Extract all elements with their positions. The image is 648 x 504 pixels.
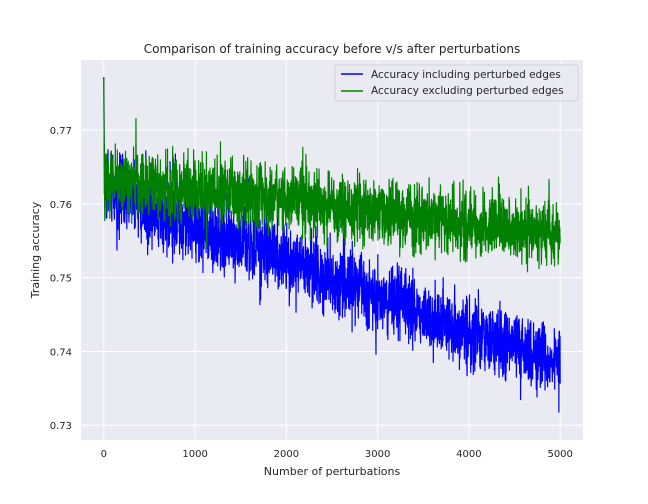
y-tick-label: 0.74 xyxy=(50,347,72,358)
legend-box xyxy=(334,64,579,102)
legend-label-series-2: Accuracy excluding perturbed edges xyxy=(371,85,564,97)
tick-labels: 0 1000 2000 3000 4000 5000 0.73 0.74 0.75 0.76 0.7… xyxy=(50,126,573,460)
plot-background xyxy=(81,60,583,440)
x-tick-label: 5000 xyxy=(547,449,572,460)
legend: Accuracy including perturbed edges Accur… xyxy=(334,64,579,102)
y-tick-label: 0.75 xyxy=(50,274,72,285)
x-tick-label: 0 xyxy=(101,449,107,460)
legend-label-series-1: Accuracy including perturbed edges xyxy=(371,69,561,81)
y-axis-label: Training accuracy xyxy=(29,201,42,299)
x-tick-label: 4000 xyxy=(456,449,481,460)
x-axis-label: Number of perturbations xyxy=(264,465,401,478)
y-tick-label: 0.73 xyxy=(50,421,72,432)
series-line-2 xyxy=(103,76,561,273)
x-tick-label: 2000 xyxy=(274,449,299,460)
chart-title: Comparison of training accuracy before v… xyxy=(144,42,521,56)
x-tick-label: 1000 xyxy=(182,449,207,460)
data-lines xyxy=(103,76,561,413)
x-tick-label: 3000 xyxy=(365,449,390,460)
y-tick-label: 0.76 xyxy=(50,200,72,211)
y-tick-label: 0.77 xyxy=(50,126,72,137)
series-line-1 xyxy=(103,76,561,413)
